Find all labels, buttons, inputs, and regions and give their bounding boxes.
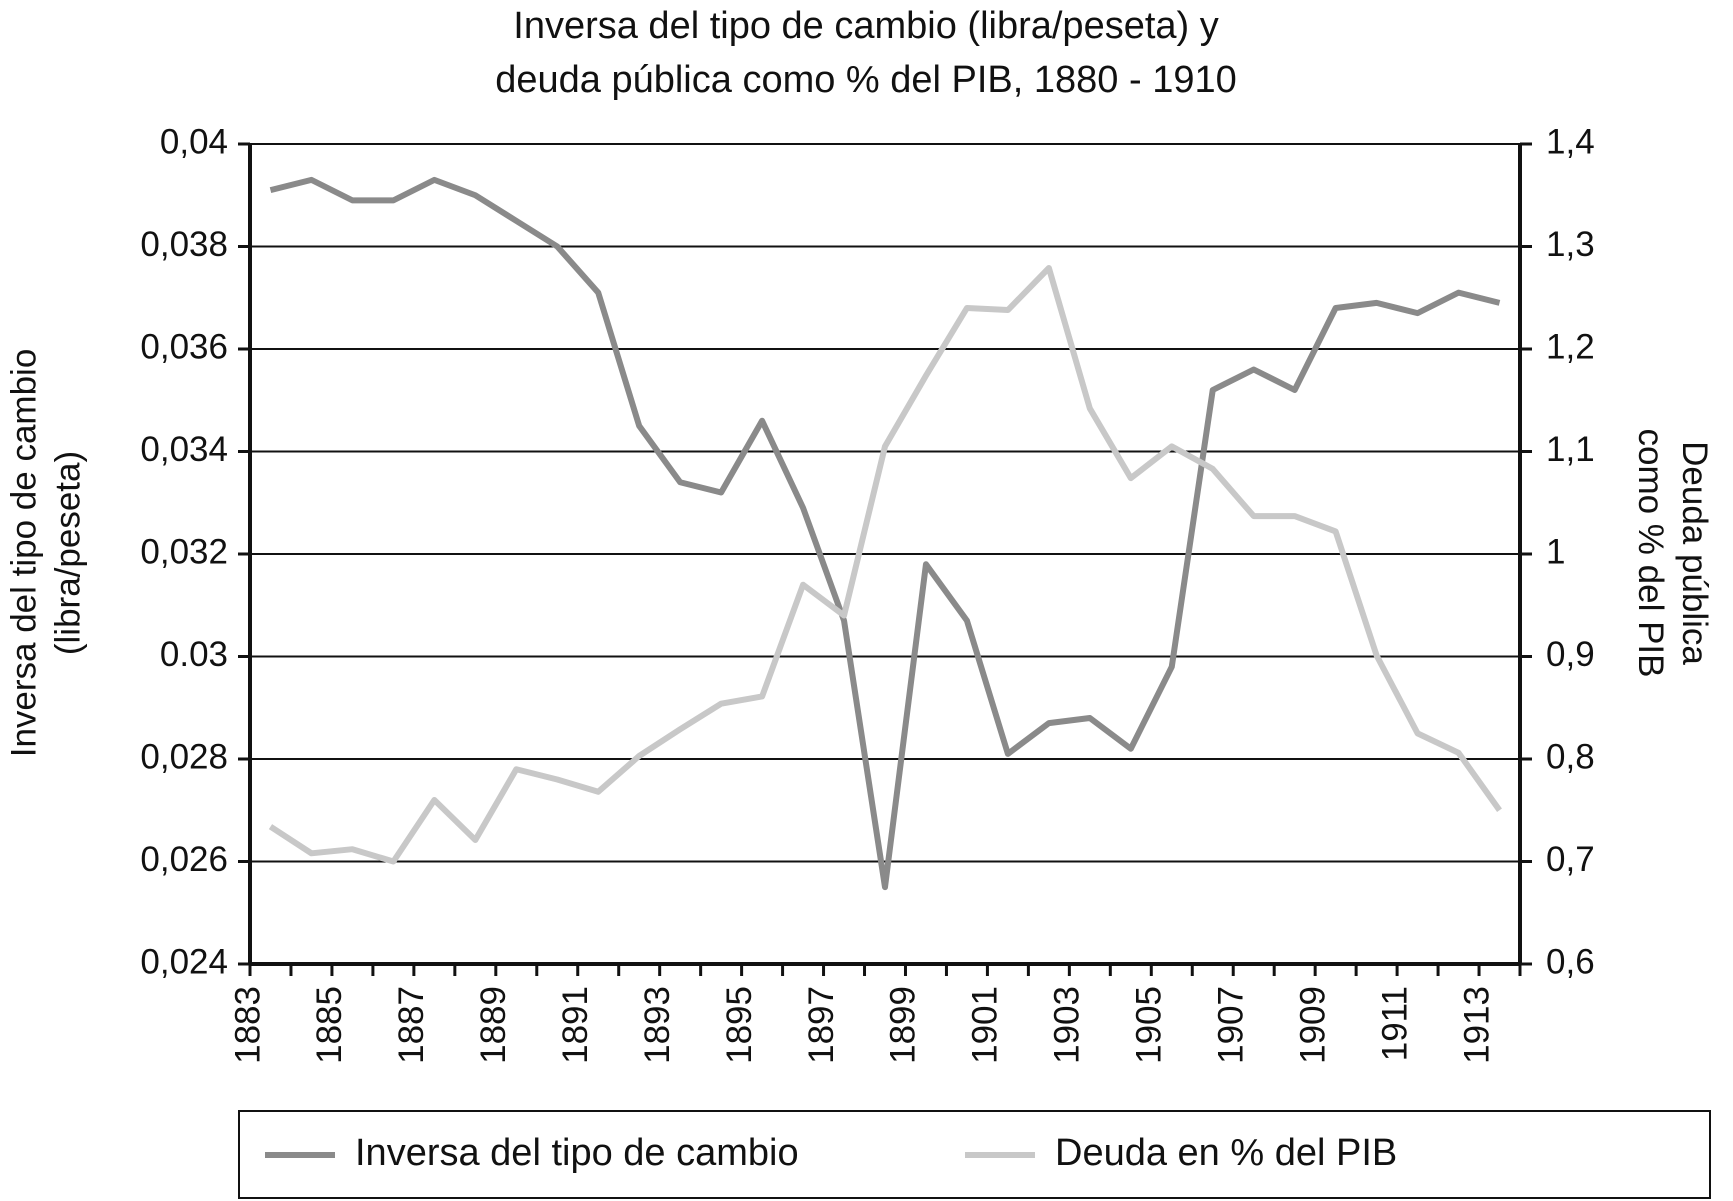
series-line [268,265,1502,865]
y-tick-label: 0,034 [140,430,228,469]
x-tick-label: 1883 [228,986,267,1064]
y-axis-title: Inversa del tipo de cambio [4,349,43,758]
y2-axis-title: como % del PIB [1631,429,1670,678]
y2-tick-label: 1,1 [1546,430,1595,469]
x-tick-label: 1897 [802,986,841,1064]
x-tick-label: 1885 [310,986,349,1064]
x-tick-label: 1903 [1048,986,1087,1064]
y2-tick-label: 0,8 [1546,737,1595,776]
x-tick-label: 1889 [474,986,513,1064]
y-tick-label: 0,038 [140,225,228,264]
y-tick-label: 0.03 [160,635,228,674]
y-tick-label: 0,028 [140,737,228,776]
series-line [269,176,1501,891]
x-tick-label: 1899 [884,986,923,1064]
y-tick-label: 0,04 [160,122,228,161]
x-tick-label: 1907 [1211,986,1250,1064]
y2-tick-label: 1,3 [1546,225,1595,264]
y-axis-title: (libra/peseta) [48,451,87,655]
legend-box [238,1110,1711,1199]
y2-tick-label: 1,4 [1546,122,1595,161]
chart-title: deuda pública como % del PIB, 1880 - 191… [495,59,1237,101]
y-tick-label: 0,032 [140,532,228,571]
chart-title: Inversa del tipo de cambio (libra/peseta… [513,5,1218,47]
y-tick-label: 0,036 [140,327,228,366]
x-tick-label: 1887 [392,986,431,1064]
x-tick-label: 1913 [1457,986,1496,1064]
x-tick-label: 1893 [638,986,677,1064]
y2-tick-label: 1,2 [1546,327,1595,366]
y2-axis-title: Deuda pública [1675,441,1714,665]
y-tick-label: 0,024 [140,942,228,981]
x-tick-label: 1901 [966,986,1005,1064]
y2-tick-label: 0,7 [1546,840,1595,879]
x-tick-label: 1911 [1375,986,1414,1061]
y2-tick-label: 1 [1546,532,1565,571]
x-tick-label: 1895 [720,986,759,1064]
legend-label: Inversa del tipo de cambio [355,1132,799,1174]
y2-tick-label: 0,6 [1546,942,1595,981]
y2-tick-label: 0,9 [1546,635,1595,674]
x-tick-label: 1905 [1130,986,1169,1064]
y-tick-label: 0,026 [140,840,228,879]
x-tick-label: 1909 [1293,986,1332,1064]
x-tick-label: 1891 [556,986,595,1064]
legend-label: Deuda en % del PIB [1055,1132,1397,1174]
